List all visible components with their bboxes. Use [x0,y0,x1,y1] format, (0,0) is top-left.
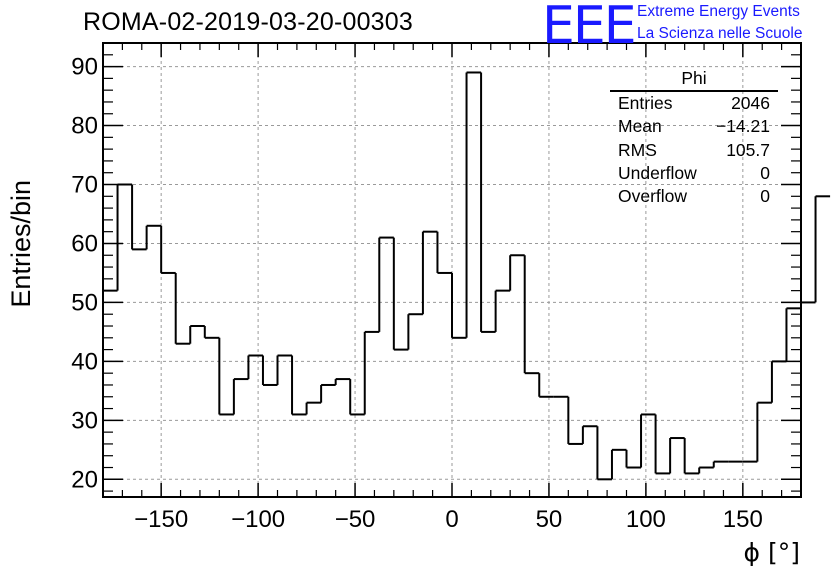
stats-row-entries: Entries 2046 [610,92,778,115]
stats-label: Overflow [618,186,688,207]
x-tick-label: −100 [231,506,285,533]
stats-row-rms: RMS 105.7 [610,139,778,162]
logo-line-1: Extreme Energy Events [637,3,800,20]
x-tick-label: 0 [445,506,458,533]
stats-label: Mean [618,116,662,137]
y-tick-label: 40 [71,348,98,375]
y-axis-label: Entries/bin [6,180,36,308]
stats-value: 0 [760,162,770,183]
stats-value: 0 [760,186,770,207]
x-tick-label: 50 [536,506,563,533]
stats-box: Phi Entries 2046 Mean −14.21 RMS 105.7 U… [610,68,778,208]
x-tick-label: 150 [723,506,763,533]
x-tick-label: 100 [626,506,666,533]
y-tick-label: 80 [71,113,98,140]
stats-title: Phi [610,68,778,92]
stats-label: RMS [618,139,657,160]
y-tick-label: 50 [71,289,98,316]
stats-row-mean: Mean −14.21 [610,115,778,138]
y-tick-label: 30 [71,407,98,434]
y-tick-label: 70 [71,172,98,199]
y-tick-label: 60 [71,230,98,257]
run-title: ROMA-02-2019-03-20-00303 [83,8,413,36]
stats-value: 2046 [731,93,770,113]
stats-label: Underflow [618,162,697,183]
stats-value: −14.21 [715,116,770,137]
stats-label: Entries [618,93,673,113]
stats-value: 105.7 [726,139,770,160]
logo-line-2: La Scienza nelle Scuole [637,25,803,42]
x-tick-label: −150 [134,506,188,533]
y-tick-label: 20 [71,466,98,493]
y-tick-label: 90 [71,54,98,81]
eee-logo: EEE [542,0,637,56]
x-tick-label: −50 [335,506,376,533]
stats-row-underflow: Underflow 0 [610,162,778,185]
x-axis-label: ϕ [°] [744,538,800,567]
stats-row-overflow: Overflow 0 [610,185,778,208]
